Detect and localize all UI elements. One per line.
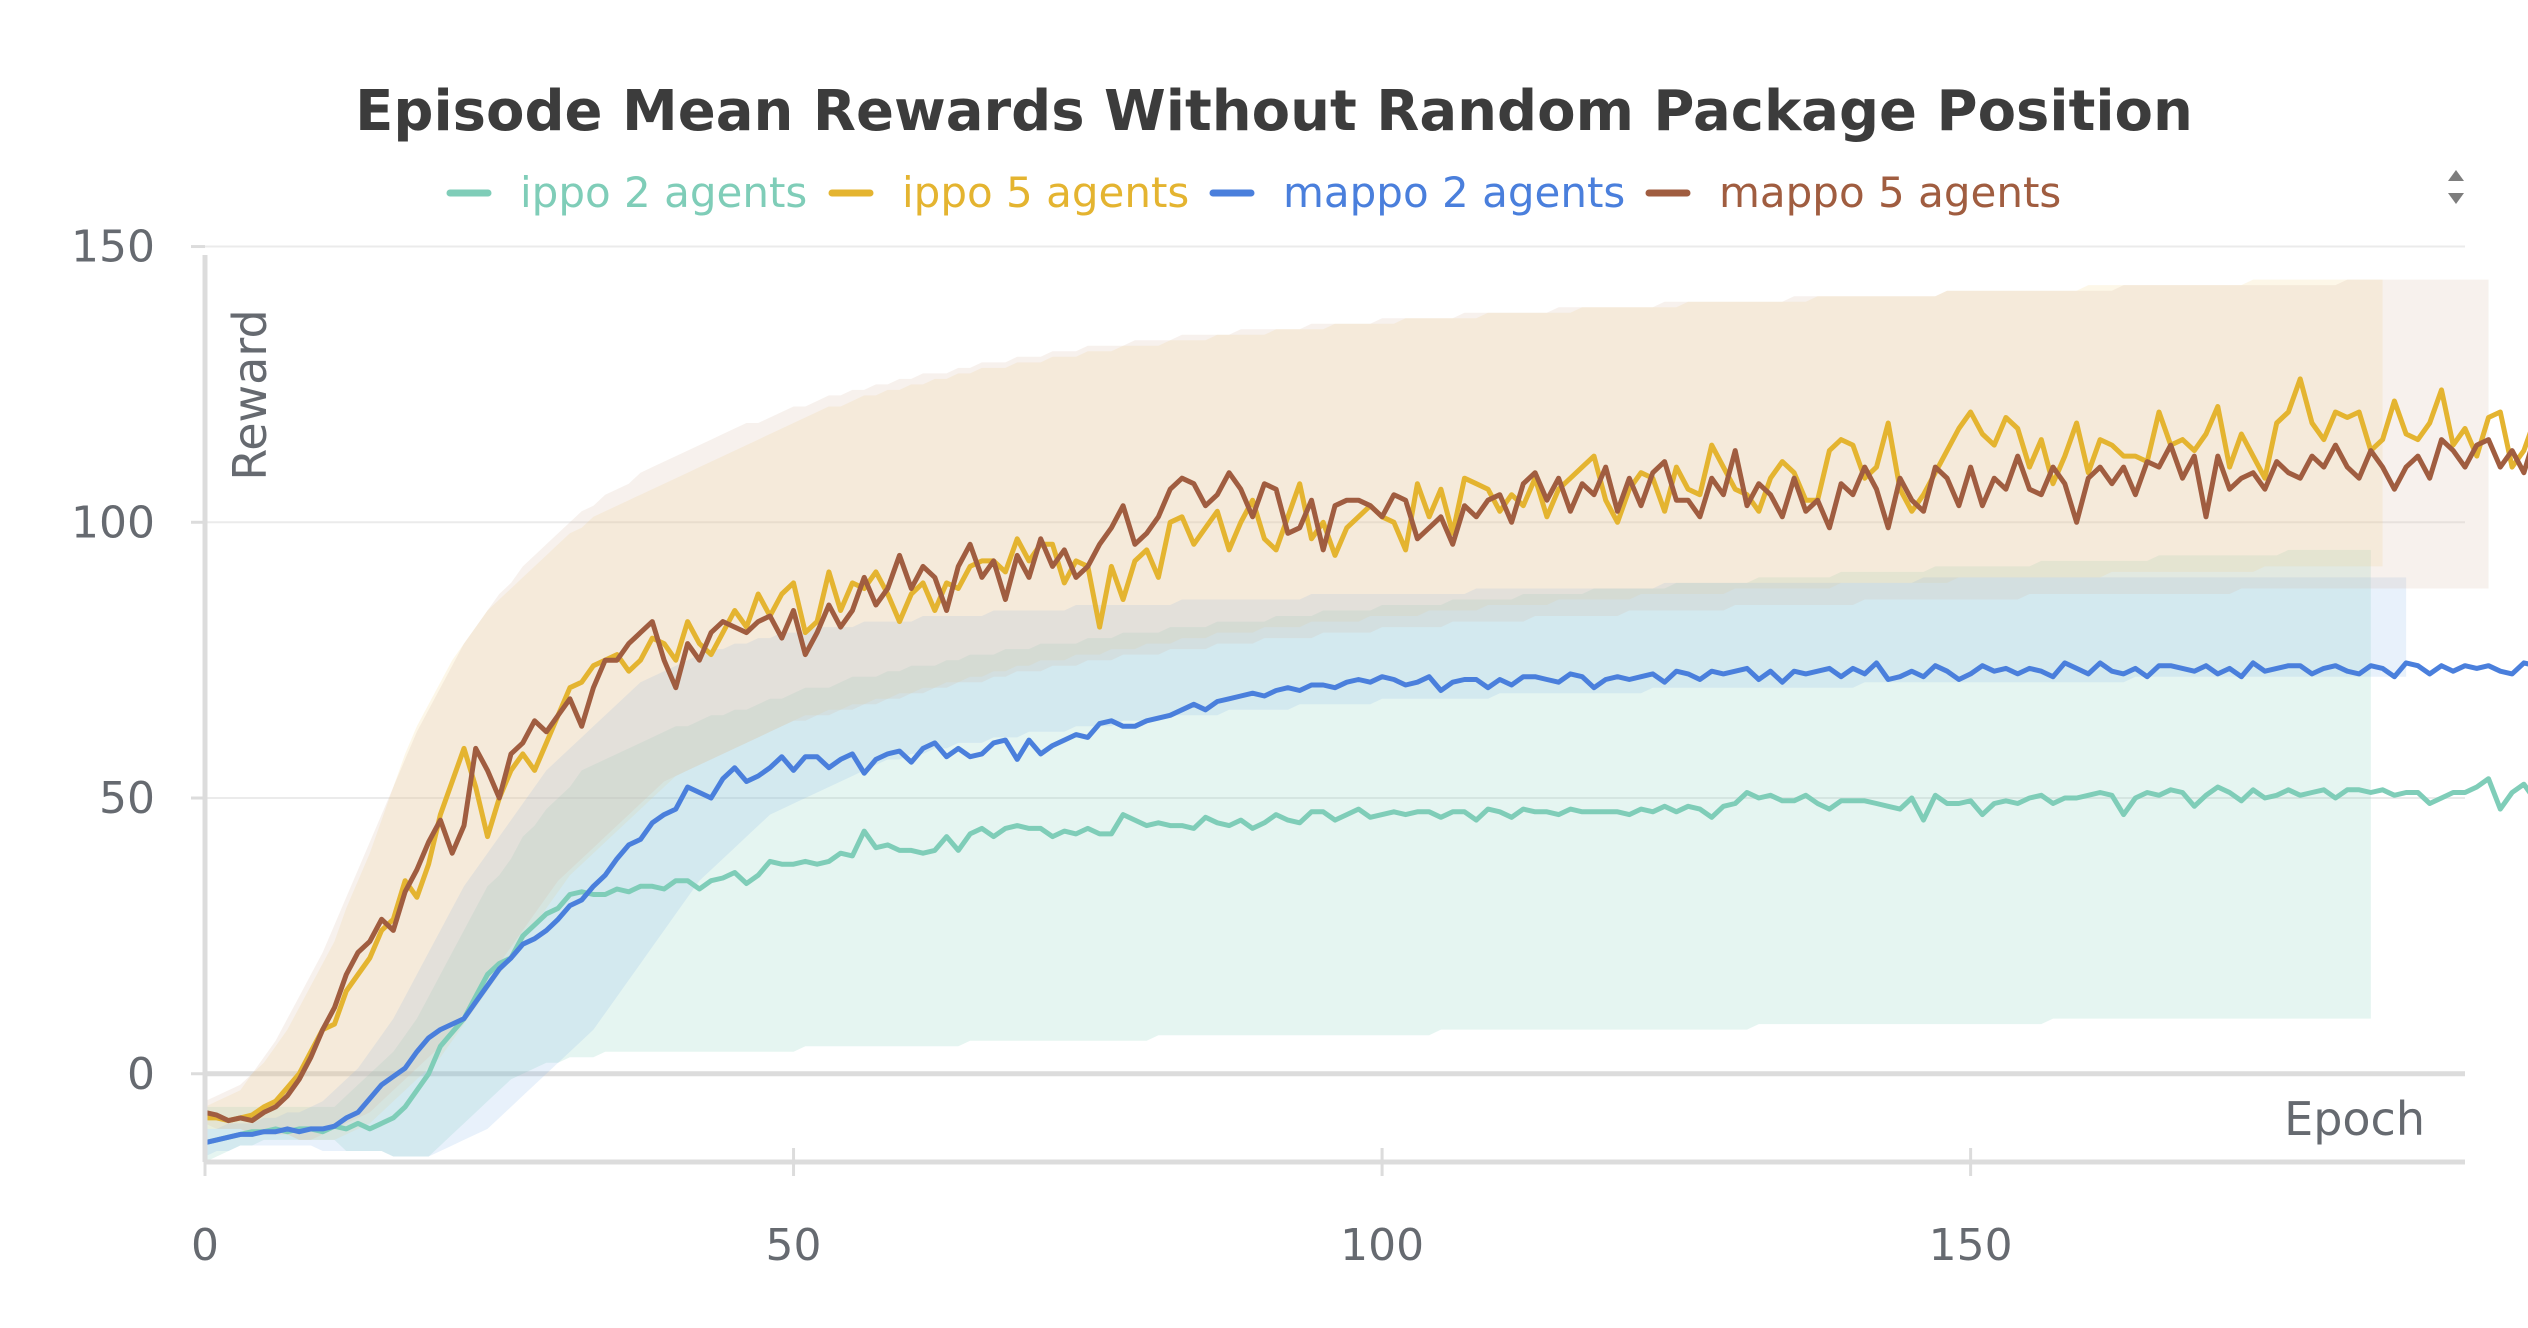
series-lines bbox=[204, 376, 2528, 1146]
legend: ippo 2 agents ippo 5 agents mappo 2 agents… bbox=[446, 168, 2061, 217]
legend-label-0: ippo 2 agents bbox=[520, 168, 807, 217]
tick-labels: 0 50 100 150 0 50 100 150 bbox=[71, 222, 2013, 1271]
confidence-bands bbox=[205, 279, 2489, 1162]
y-tick-label-0: 0 bbox=[127, 1049, 155, 1100]
legend-item-2: mappo 2 agents bbox=[1209, 168, 1625, 217]
legend-item-1: ippo 5 agents bbox=[828, 168, 1189, 217]
legend-scroll-control[interactable] bbox=[2448, 170, 2464, 204]
x-tick-label-0: 0 bbox=[191, 1220, 219, 1271]
axes bbox=[191, 245, 2465, 1176]
legend-label-3: mappo 5 agents bbox=[1719, 168, 2061, 217]
up-down-arrows-icon[interactable] bbox=[2448, 170, 2464, 204]
line-series-0 bbox=[204, 776, 2528, 1146]
grid bbox=[205, 245, 2465, 1077]
y-tick-label-100: 100 bbox=[71, 497, 155, 548]
x-tick-label-50: 50 bbox=[766, 1220, 822, 1271]
legend-label-2: mappo 2 agents bbox=[1283, 168, 1625, 217]
line-series-3 bbox=[204, 437, 2528, 1124]
chart-title: Episode Mean Rewards Without Random Pack… bbox=[355, 79, 2193, 144]
x-tick-label-150: 150 bbox=[1929, 1220, 2013, 1271]
y-axis-label: Reward bbox=[223, 309, 277, 480]
legend-item-0: ippo 2 agents bbox=[446, 168, 807, 217]
legend-item-3: mappo 5 agents bbox=[1645, 168, 2061, 217]
band-series-2 bbox=[205, 577, 2407, 1157]
band-series-3 bbox=[205, 279, 2489, 1140]
y-tick-label-150: 150 bbox=[71, 222, 155, 273]
legend-label-1: ippo 5 agents bbox=[902, 168, 1189, 217]
band-series-0 bbox=[205, 549, 2371, 1162]
y-tick-label-50: 50 bbox=[99, 773, 155, 824]
x-axis-label: Epoch bbox=[2284, 1092, 2425, 1146]
x-tick-label-100: 100 bbox=[1340, 1220, 1424, 1271]
line-series-2 bbox=[204, 660, 2528, 1146]
